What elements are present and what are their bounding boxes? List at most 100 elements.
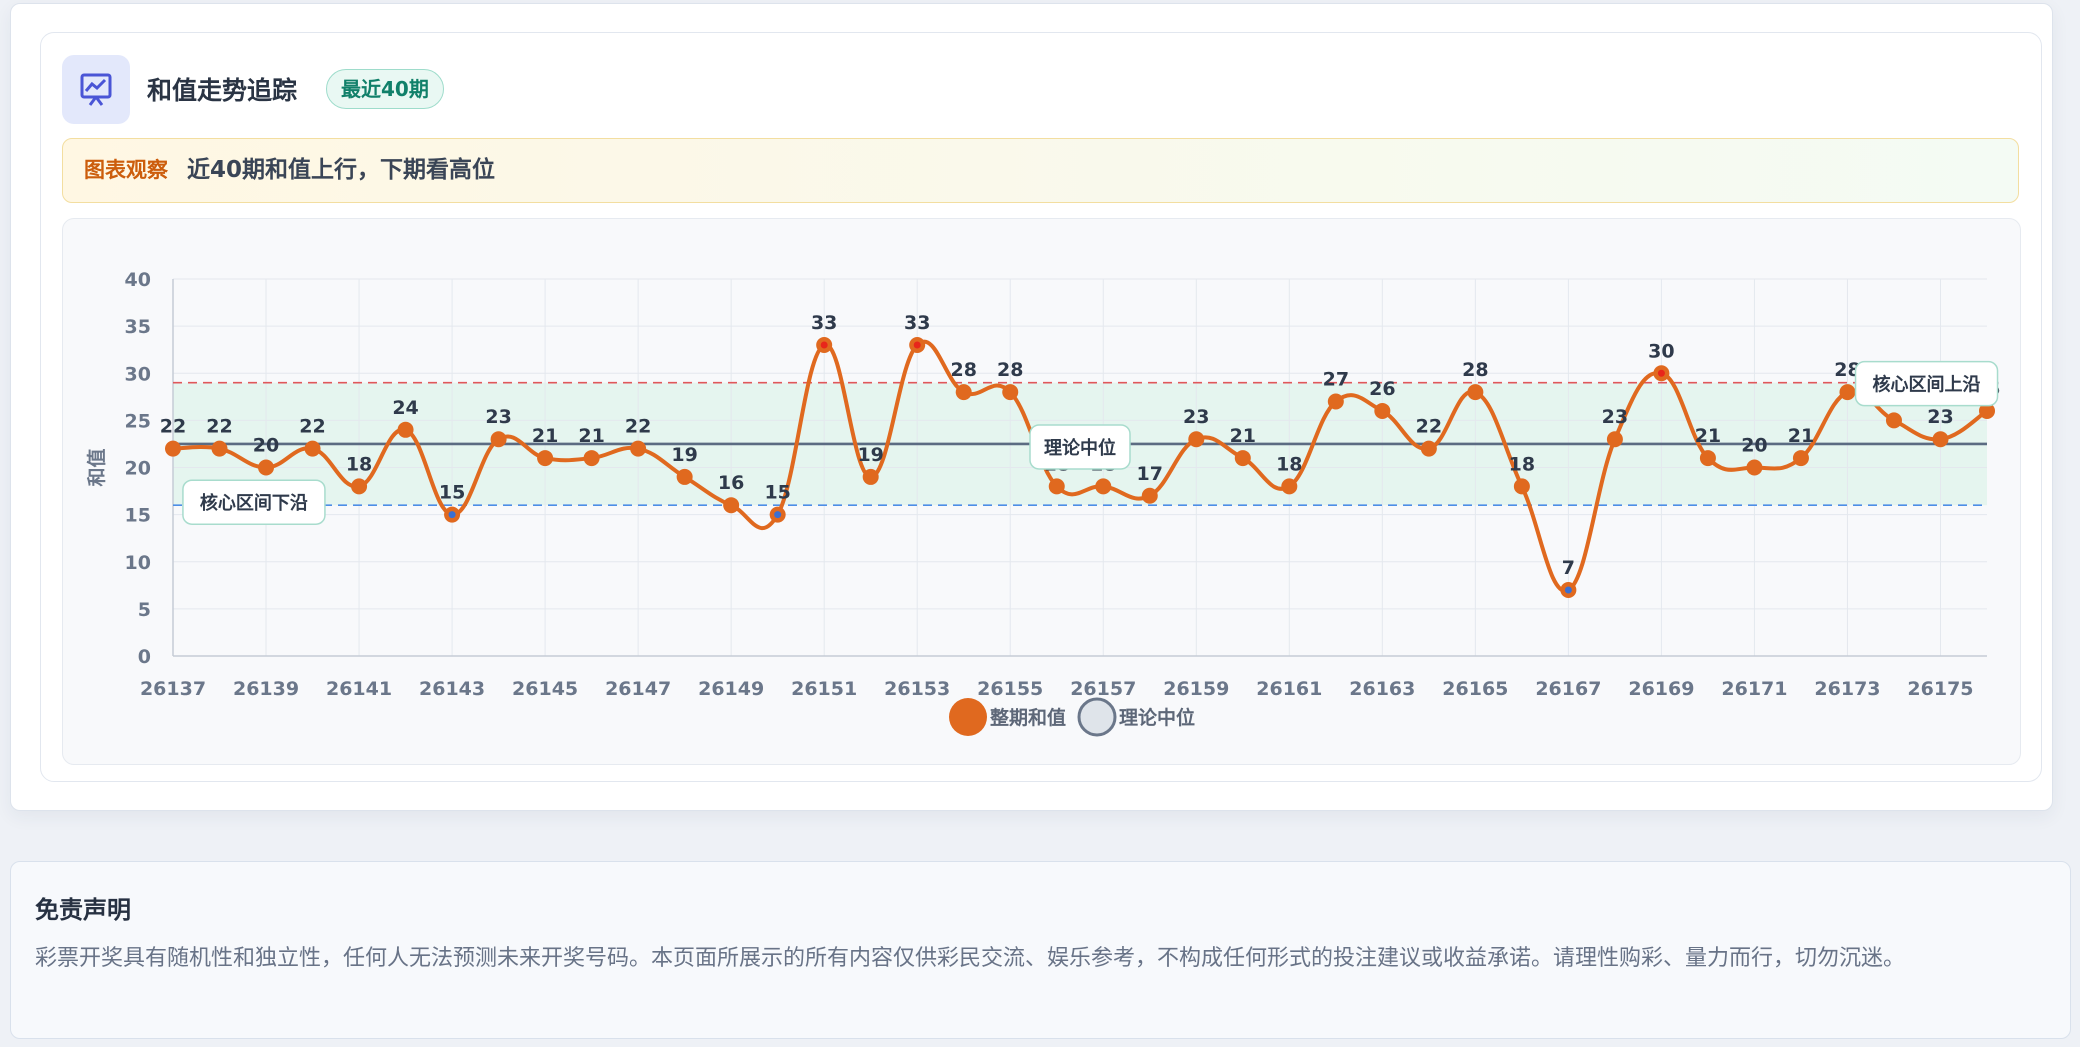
x-tick-label: 26141: [326, 678, 392, 700]
x-tick-label: 26173: [1814, 678, 1880, 700]
sum-point: [676, 468, 693, 485]
high-dot: [1657, 369, 1665, 377]
x-tick-label: 26175: [1907, 678, 1973, 700]
sum-point: [211, 440, 228, 457]
value-label: 17: [1137, 463, 1163, 485]
value-label: 20: [1741, 435, 1767, 457]
y-tick-label: 10: [125, 552, 151, 574]
period-badge: 最近40期: [326, 69, 444, 109]
y-axis-label: 和值: [85, 448, 108, 486]
y-tick-label: 35: [125, 316, 151, 338]
value-label: 23: [1183, 406, 1209, 428]
legend-swatch: [949, 698, 987, 736]
value-label: 30: [1648, 340, 1674, 362]
value-label: 18: [1509, 453, 1535, 475]
sum-point: [258, 459, 275, 476]
icon-svg: [80, 73, 112, 106]
value-label: 26: [1369, 378, 1395, 400]
sum-point: [723, 497, 740, 514]
sum-point: [1792, 450, 1809, 467]
insight-label: 图表观察: [84, 158, 168, 182]
low-dot: [774, 511, 782, 519]
low-dot: [448, 511, 456, 519]
x-tick-label: 26163: [1349, 678, 1415, 700]
sum-point: [1095, 478, 1112, 495]
high-dot: [820, 341, 828, 349]
trend-card: 和值走势追踪 最近40期 图表观察 近40期和值上行，下期看高位 0 5 10 15 2…: [10, 3, 2053, 811]
value-label: 28: [1834, 359, 1860, 381]
band-lower-label-box: [182, 479, 326, 525]
sum-point: [1141, 487, 1158, 504]
sum-point: [351, 478, 368, 495]
sum-point: [1979, 402, 1995, 419]
sum-point: [1885, 412, 1902, 429]
sum-point: [304, 440, 321, 457]
y-tick-label: 20: [125, 458, 151, 480]
insight-bar: 图表观察 近40期和值上行，下期看高位: [62, 138, 2019, 203]
band-upper-label-box: [1854, 360, 1999, 407]
sum-point: [630, 440, 647, 457]
sum-point: [165, 440, 181, 457]
band-upper-label: 核心区间上沿: [1873, 374, 1981, 396]
insight-text: 近40期和值上行，下期看高位: [187, 157, 496, 183]
y-tick-label: 30: [125, 363, 151, 385]
y-tick-label: 25: [125, 410, 151, 432]
median-label: 理论中位: [1044, 437, 1116, 459]
value-label: 22: [1416, 416, 1442, 438]
value-label: 23: [1602, 406, 1628, 428]
value-label: 22: [299, 416, 325, 438]
value-label: 18: [346, 453, 372, 475]
x-tick-label: 26159: [1163, 678, 1229, 700]
sum-point: [1839, 384, 1856, 401]
x-tick-label: 26145: [512, 678, 578, 700]
disclaimer: 免责声明 彩票开奖具有随机性和独立性，任何人无法预测未来开奖号码。本页面所展示的…: [10, 861, 2071, 1039]
sum-point: [1606, 431, 1623, 448]
disclaimer-text: 彩票开奖具有随机性和独立性，任何人无法预测未来开奖号码。本页面所展示的所有内容仅…: [35, 946, 1906, 971]
x-tick-label: 26147: [605, 678, 671, 700]
value-label: 15: [764, 482, 790, 504]
x-tick-label: 26139: [233, 678, 299, 700]
value-label: 22: [206, 416, 232, 438]
sum-point: [537, 450, 554, 467]
trend-inner: 和值走势追踪 最近40期 图表观察 近40期和值上行，下期看高位 0 5 10 15 2…: [40, 32, 2042, 782]
y-tick-label: 40: [125, 269, 151, 291]
sum-point: [955, 384, 972, 401]
value-label: 21: [1695, 425, 1721, 447]
sum-point: [1699, 450, 1716, 467]
value-label: 21: [1230, 425, 1256, 447]
value-label: 28: [950, 359, 976, 381]
sum-point: [583, 450, 600, 467]
sum-point: [1002, 384, 1019, 401]
sum-point: [490, 431, 507, 448]
value-label: 21: [578, 425, 604, 447]
sum-point: [1467, 384, 1484, 401]
value-label: 20: [253, 435, 279, 457]
sum-point: [1188, 431, 1205, 448]
median-label-box: [1029, 424, 1131, 470]
chart-icon: [62, 55, 130, 124]
value-label: 21: [532, 425, 558, 447]
sum-point: [1281, 478, 1298, 495]
low-dot: [1564, 586, 1572, 594]
value-label: 19: [857, 444, 883, 466]
value-label: 27: [1323, 369, 1349, 391]
x-tick-label: 26165: [1442, 678, 1508, 700]
sum-point: [397, 421, 414, 438]
value-label: 15: [439, 482, 465, 504]
band-lower-label: 核心区间下沿: [200, 492, 308, 514]
y-tick-label: 0: [138, 646, 151, 668]
x-tick-label: 26149: [698, 678, 764, 700]
legend-label: 理论中位: [1119, 706, 1195, 729]
sum-point: [1513, 478, 1530, 495]
card-title: 和值走势追踪: [147, 76, 298, 105]
sum-point: [1746, 459, 1763, 476]
disclaimer-title: 免责声明: [35, 896, 131, 924]
value-label: 22: [160, 416, 186, 438]
value-label: 24: [392, 397, 418, 419]
high-dot: [913, 341, 921, 349]
sum-point: [1420, 440, 1437, 457]
chart: 0 5 10 15 20 25 30 35 40 26137 26139 26141 26143 2614…: [85, 269, 2000, 737]
value-label: 7: [1562, 557, 1575, 579]
x-tick-label: 26169: [1628, 678, 1694, 700]
